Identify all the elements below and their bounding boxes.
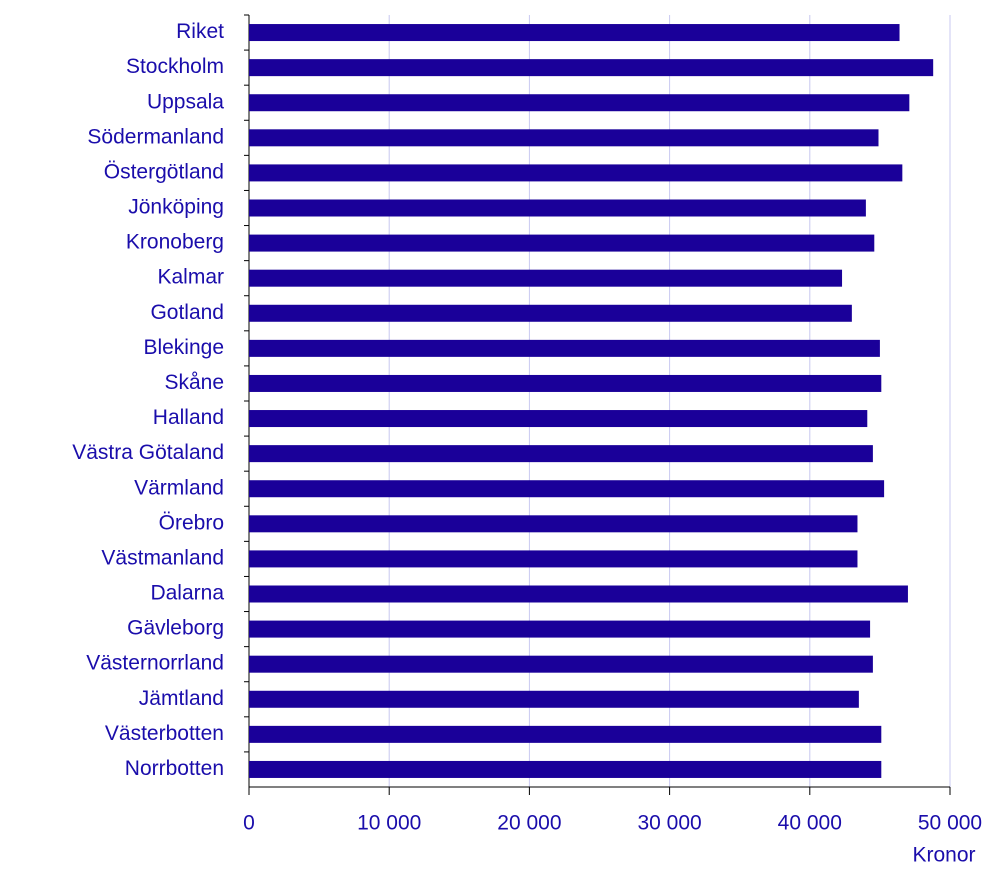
y-tick-label: Uppsala [147, 90, 224, 113]
bar [249, 760, 882, 778]
y-tick-label: Blekinge [143, 336, 224, 359]
y-tick-label: Örebro [159, 511, 224, 534]
bar [249, 234, 875, 252]
bar [249, 655, 873, 673]
y-tick-label: Södermanland [87, 125, 224, 148]
bar [249, 269, 843, 287]
bar [249, 59, 934, 77]
bar [249, 94, 910, 112]
bar [249, 515, 858, 533]
y-tick-label: Västra Götaland [72, 441, 224, 464]
y-tick-label: Kalmar [157, 266, 224, 289]
y-tick-label: Kronoberg [126, 231, 224, 254]
x-tick-label: 30 000 [637, 812, 701, 835]
x-tick-label: 20 000 [497, 812, 561, 835]
bar [249, 445, 873, 463]
y-tick-label: Halland [153, 406, 224, 429]
y-tick-label: Värmland [134, 476, 224, 499]
bar [249, 725, 882, 743]
y-tick-label: Gävleborg [127, 617, 224, 640]
bar [249, 339, 880, 357]
y-tick-label: Skåne [164, 371, 224, 394]
y-tick-label: Dalarna [150, 582, 224, 605]
bar [249, 410, 868, 428]
bar [249, 480, 885, 498]
bar [249, 24, 900, 42]
bar [249, 690, 859, 708]
bar [249, 620, 871, 638]
y-tick-label: Jönköping [128, 196, 224, 219]
y-tick-label: Jämtland [139, 687, 224, 710]
y-tick-label: Västmanland [101, 546, 224, 569]
bar [249, 374, 882, 392]
y-tick-label: Norrbotten [125, 757, 224, 780]
bar [249, 550, 858, 568]
y-tick-label: Västerbotten [105, 722, 224, 745]
x-tick-label: 0 [243, 812, 255, 835]
y-tick-label: Västernorrland [86, 652, 224, 675]
y-tick-label: Gotland [150, 301, 224, 324]
x-tick-label: 10 000 [357, 812, 421, 835]
bar [249, 129, 879, 147]
bar [249, 164, 903, 182]
y-tick-label: Stockholm [126, 55, 224, 78]
y-tick-label: Östergötland [104, 160, 224, 183]
bar [249, 585, 908, 603]
x-tick-label: 50 000 [918, 812, 982, 835]
bar [249, 199, 866, 217]
x-axis-label: Kronor [912, 844, 975, 867]
bar [249, 304, 852, 322]
y-tick-label: Riket [176, 20, 224, 43]
x-tick-label: 40 000 [778, 812, 842, 835]
